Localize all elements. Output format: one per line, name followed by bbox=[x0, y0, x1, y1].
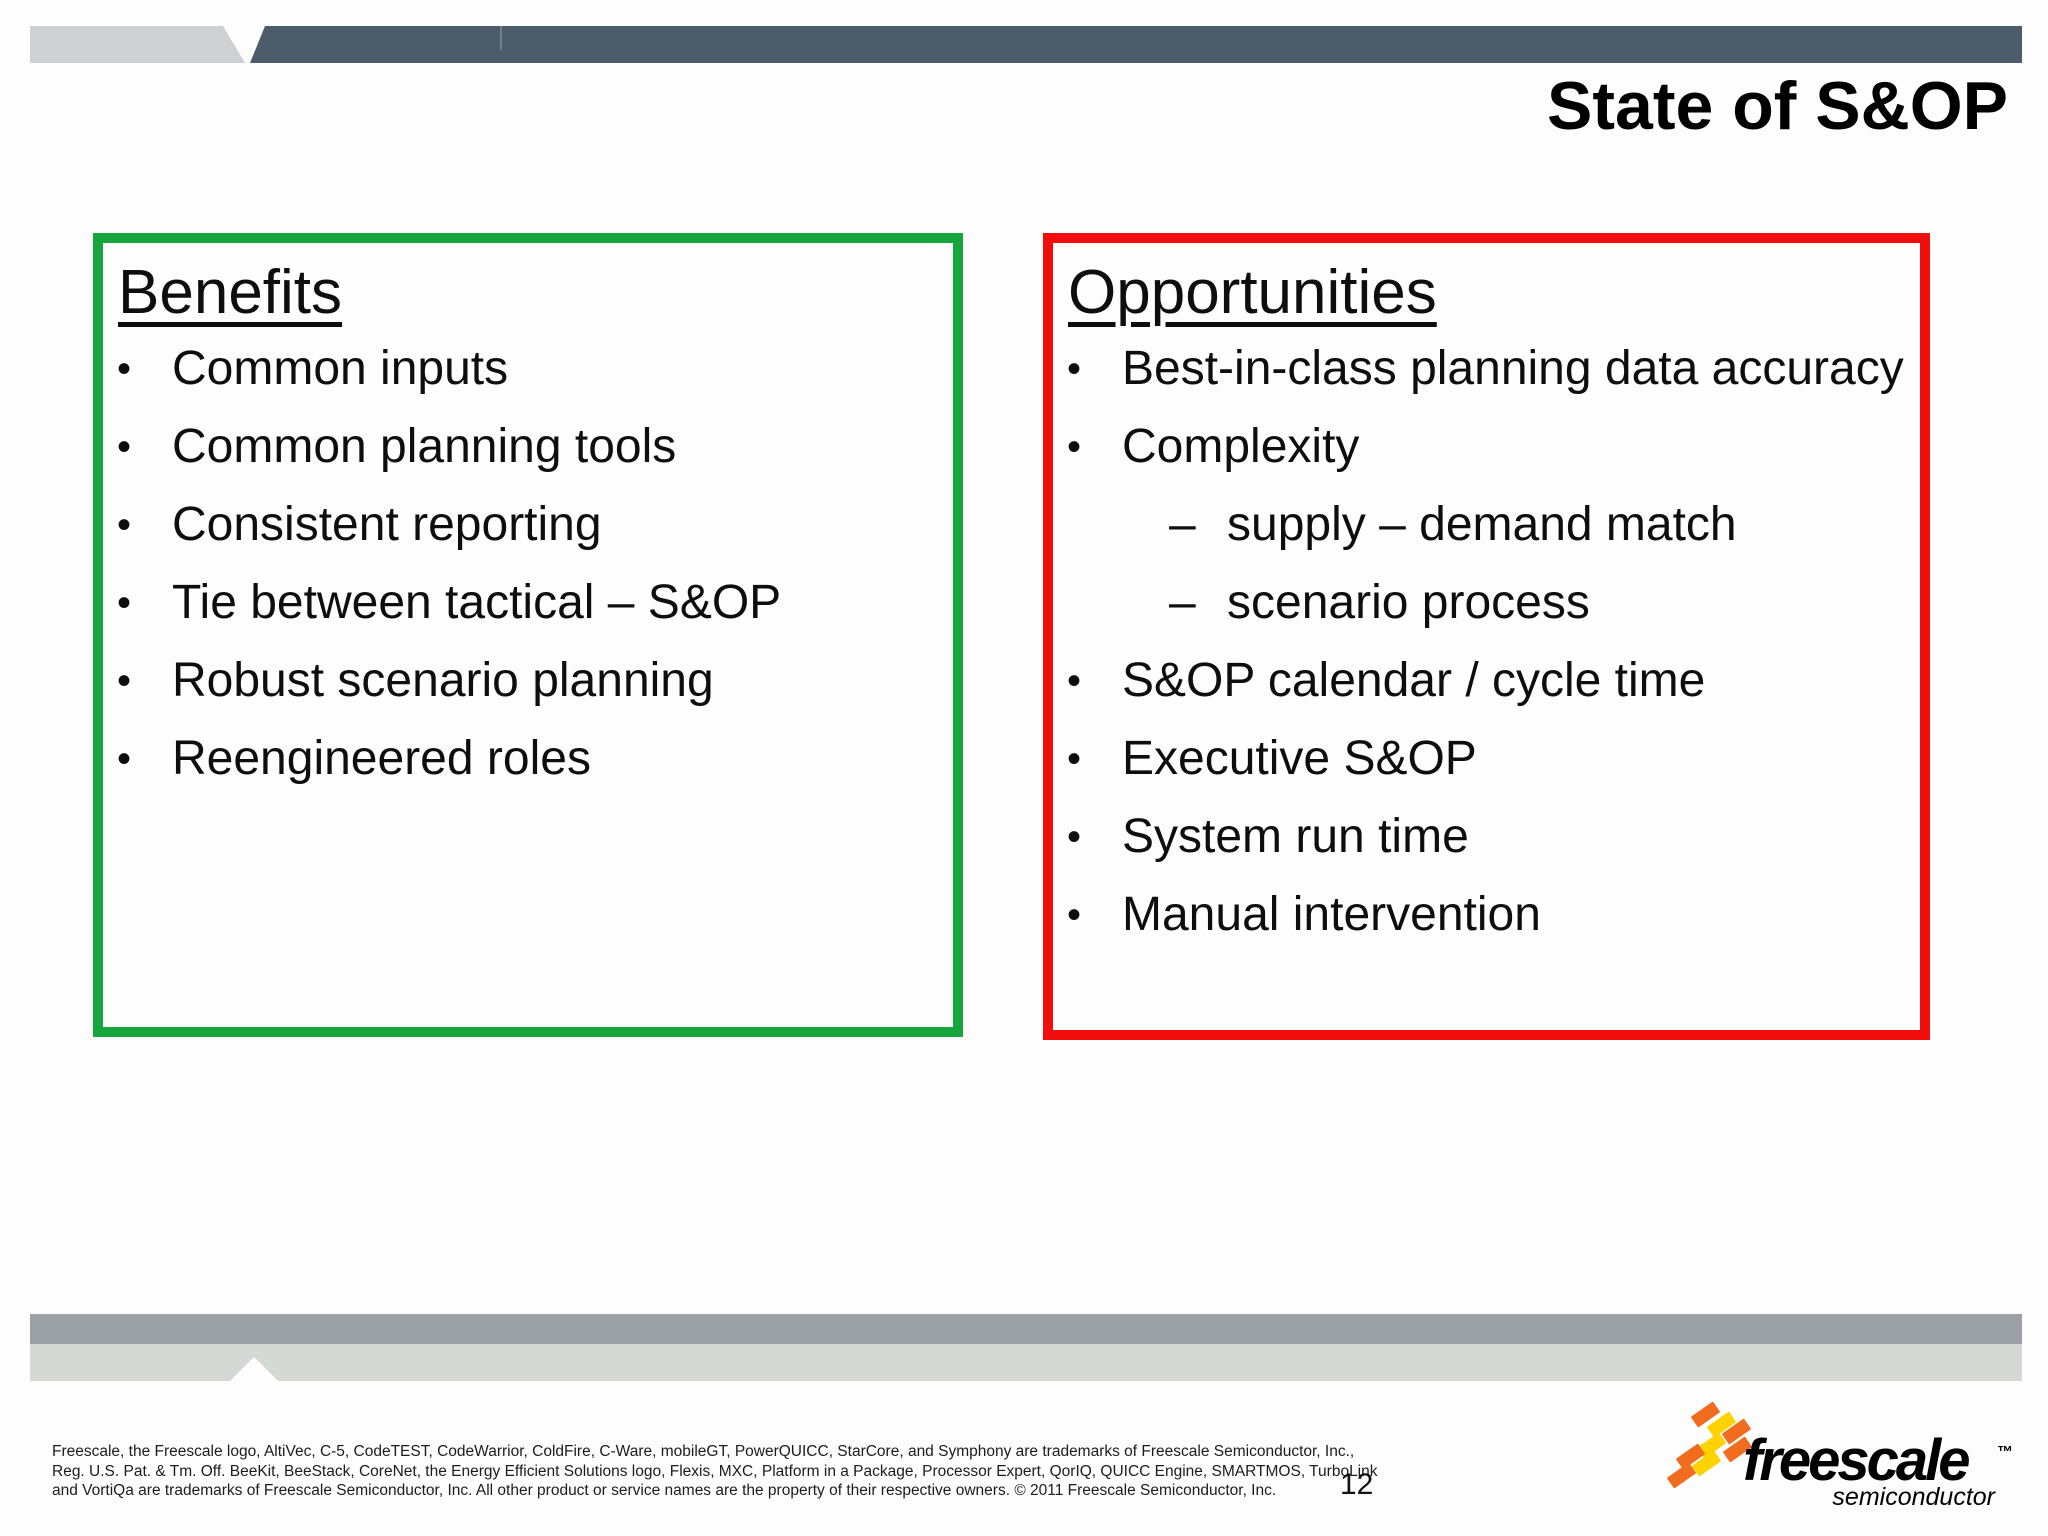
list-item: • Common inputs bbox=[103, 340, 943, 398]
list-item-label: Robust scenario planning bbox=[172, 654, 714, 707]
trademark-line: Freescale, the Freescale logo, AltiVec, … bbox=[52, 1443, 1355, 1460]
list-item: • Common planning tools bbox=[103, 418, 943, 476]
benefits-heading: Benefits bbox=[118, 258, 343, 327]
list-item: • S&OP calendar / cycle time bbox=[1053, 652, 1910, 710]
top-bar bbox=[250, 26, 2022, 63]
list-item-label: Manual intervention bbox=[1122, 888, 1541, 941]
page-number: 12 bbox=[1340, 1468, 1374, 1501]
bottom-bar-notch bbox=[230, 1357, 278, 1381]
list-item-label: Executive S&OP bbox=[1122, 732, 1477, 785]
list-item: • Complexity bbox=[1053, 418, 1910, 476]
list-item: • Tie between tactical – S&OP bbox=[103, 574, 943, 632]
list-item: • Manual intervention bbox=[1053, 886, 1910, 944]
benefits-box: Benefits • Common inputs • Common planning… bbox=[93, 233, 963, 1037]
opportunities-list: • Best-in-class planning data accuracy • C… bbox=[1053, 340, 1920, 944]
logo-wordmark: freescale bbox=[1743, 1428, 1971, 1493]
logo-mark-tile bbox=[1666, 1462, 1697, 1489]
bullet-icon: • bbox=[1067, 893, 1082, 937]
bullet-icon: • bbox=[1067, 347, 1082, 391]
bullet-icon: • bbox=[1067, 815, 1082, 859]
list-item-label: Best-in-class planning data accuracy bbox=[1122, 342, 1904, 395]
bottom-bar-lower bbox=[30, 1344, 2022, 1381]
list-item: • Reengineered roles bbox=[103, 730, 943, 788]
bullet-icon: • bbox=[117, 737, 132, 781]
bullet-icon: • bbox=[117, 659, 132, 703]
dash-icon: – bbox=[1169, 576, 1196, 629]
list-item-label: Reengineered roles bbox=[172, 732, 591, 785]
sub-list-item: – scenario process bbox=[1053, 574, 1910, 632]
sub-list-item: – supply – demand match bbox=[1053, 496, 1910, 554]
trademark-text: Freescale, the Freescale logo, AltiVec, … bbox=[52, 1442, 1378, 1501]
logo-tagline: semiconductor bbox=[1832, 1483, 1995, 1511]
bottom-bar-upper bbox=[30, 1314, 2022, 1344]
list-item-label: S&OP calendar / cycle time bbox=[1122, 654, 1706, 707]
bullet-icon: • bbox=[1067, 737, 1082, 781]
bullet-icon: • bbox=[117, 425, 132, 469]
trademark-line: and VortiQa are trademarks of Freescale … bbox=[52, 1482, 1277, 1499]
trademark-line: Reg. U.S. Pat. & Tm. Off. BeeKit, BeeSta… bbox=[52, 1462, 1378, 1480]
list-item-label: supply – demand match bbox=[1227, 498, 1737, 551]
list-item-label: Tie between tactical – S&OP bbox=[172, 576, 782, 629]
bullet-icon: • bbox=[117, 347, 132, 391]
list-item: • Best-in-class planning data accuracy bbox=[1053, 340, 1910, 398]
bullet-icon: • bbox=[117, 581, 132, 625]
list-item-label: scenario process bbox=[1227, 576, 1590, 629]
dash-icon: – bbox=[1169, 498, 1196, 551]
benefits-list: • Common inputs • Common planning tools • C… bbox=[103, 340, 953, 788]
page-title: State of S&OP bbox=[1547, 68, 2008, 144]
list-item-label: Common planning tools bbox=[172, 420, 677, 473]
top-bar-seam bbox=[500, 26, 502, 50]
freescale-logo: freescale ™ semiconductor bbox=[1660, 1398, 2040, 1520]
list-item: • System run time bbox=[1053, 808, 1910, 866]
list-item: • Robust scenario planning bbox=[103, 652, 943, 710]
trademark-symbol: ™ bbox=[1997, 1444, 2013, 1461]
list-item: • Consistent reporting bbox=[103, 496, 943, 554]
list-item-label: Common inputs bbox=[172, 342, 509, 395]
list-item-label: Consistent reporting bbox=[172, 498, 602, 551]
bullet-icon: • bbox=[117, 503, 132, 547]
list-item: • Executive S&OP bbox=[1053, 730, 1910, 788]
list-item-label: Complexity bbox=[1122, 420, 1360, 473]
bullet-icon: • bbox=[1067, 659, 1082, 703]
list-item-label: System run time bbox=[1122, 810, 1469, 863]
top-bar-left-segment bbox=[30, 26, 245, 63]
bullet-icon: • bbox=[1067, 425, 1082, 469]
opportunities-box: Opportunities • Best-in-class planning da… bbox=[1043, 233, 1930, 1040]
opportunities-heading: Opportunities bbox=[1068, 258, 1437, 327]
